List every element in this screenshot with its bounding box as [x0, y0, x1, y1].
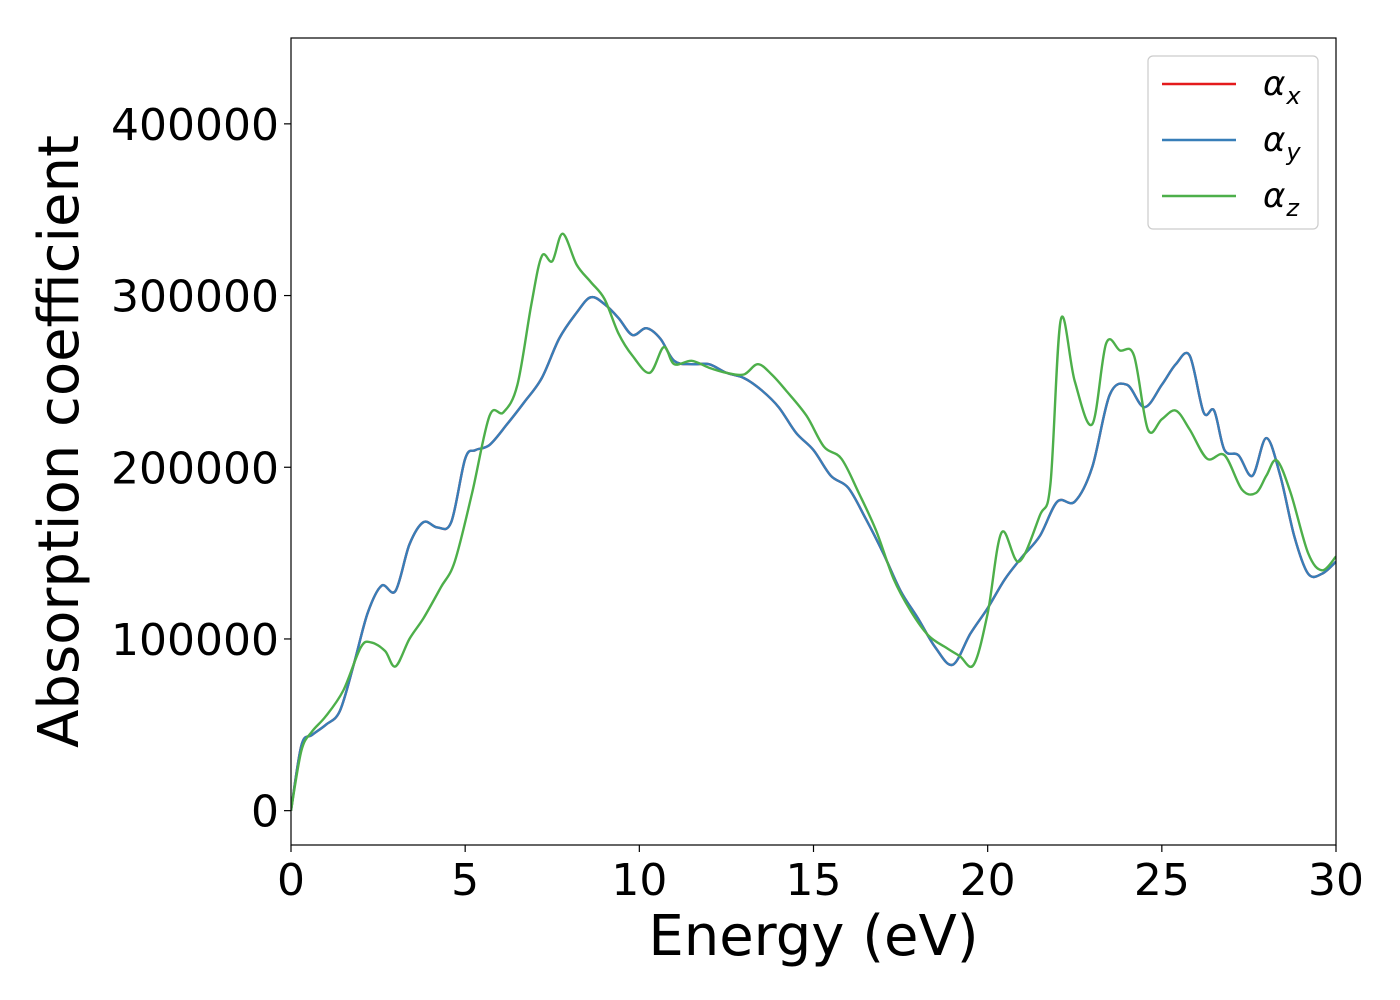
series-line-x — [291, 295, 1336, 811]
legend-label-x: αx — [1263, 64, 1301, 110]
y-tick-label: 400000 — [111, 100, 279, 151]
y-tick-label: 100000 — [111, 615, 279, 666]
legend-label-symbol: α — [1263, 176, 1285, 216]
x-tick-label: 20 — [960, 855, 1016, 906]
series-line-y — [291, 295, 1336, 811]
y-axis: 0 100000 200000 300000 400000 — [111, 100, 291, 838]
x-tick-label: 15 — [786, 855, 842, 906]
x-tick-label: 30 — [1308, 855, 1364, 906]
legend-label-symbol: α — [1263, 120, 1285, 160]
plot-series — [291, 232, 1336, 811]
legend-label-subscript: z — [1285, 194, 1300, 222]
x-tick-label: 25 — [1134, 855, 1190, 906]
x-tick-label: 10 — [611, 855, 667, 906]
y-tick-label: 0 — [251, 787, 279, 838]
legend-label-symbol: α — [1263, 64, 1285, 104]
legend-label-subscript: y — [1285, 138, 1301, 166]
x-tick-label: 0 — [277, 855, 305, 906]
legend-label-z: αz — [1263, 176, 1300, 222]
x-axis: 0 5 10 15 20 25 30 — [277, 845, 1364, 906]
y-tick-label: 200000 — [111, 443, 279, 494]
series-line-z — [291, 232, 1336, 811]
legend-box — [1147, 55, 1319, 230]
y-axis-title: Absorption coefficient — [27, 135, 92, 748]
x-tick-label: 5 — [451, 855, 479, 906]
y-tick-label: 300000 — [111, 272, 279, 323]
legend-label-y: αy — [1263, 120, 1301, 166]
x-axis-title: Energy (eV) — [648, 904, 978, 969]
legend-label-subscript: x — [1285, 82, 1301, 110]
